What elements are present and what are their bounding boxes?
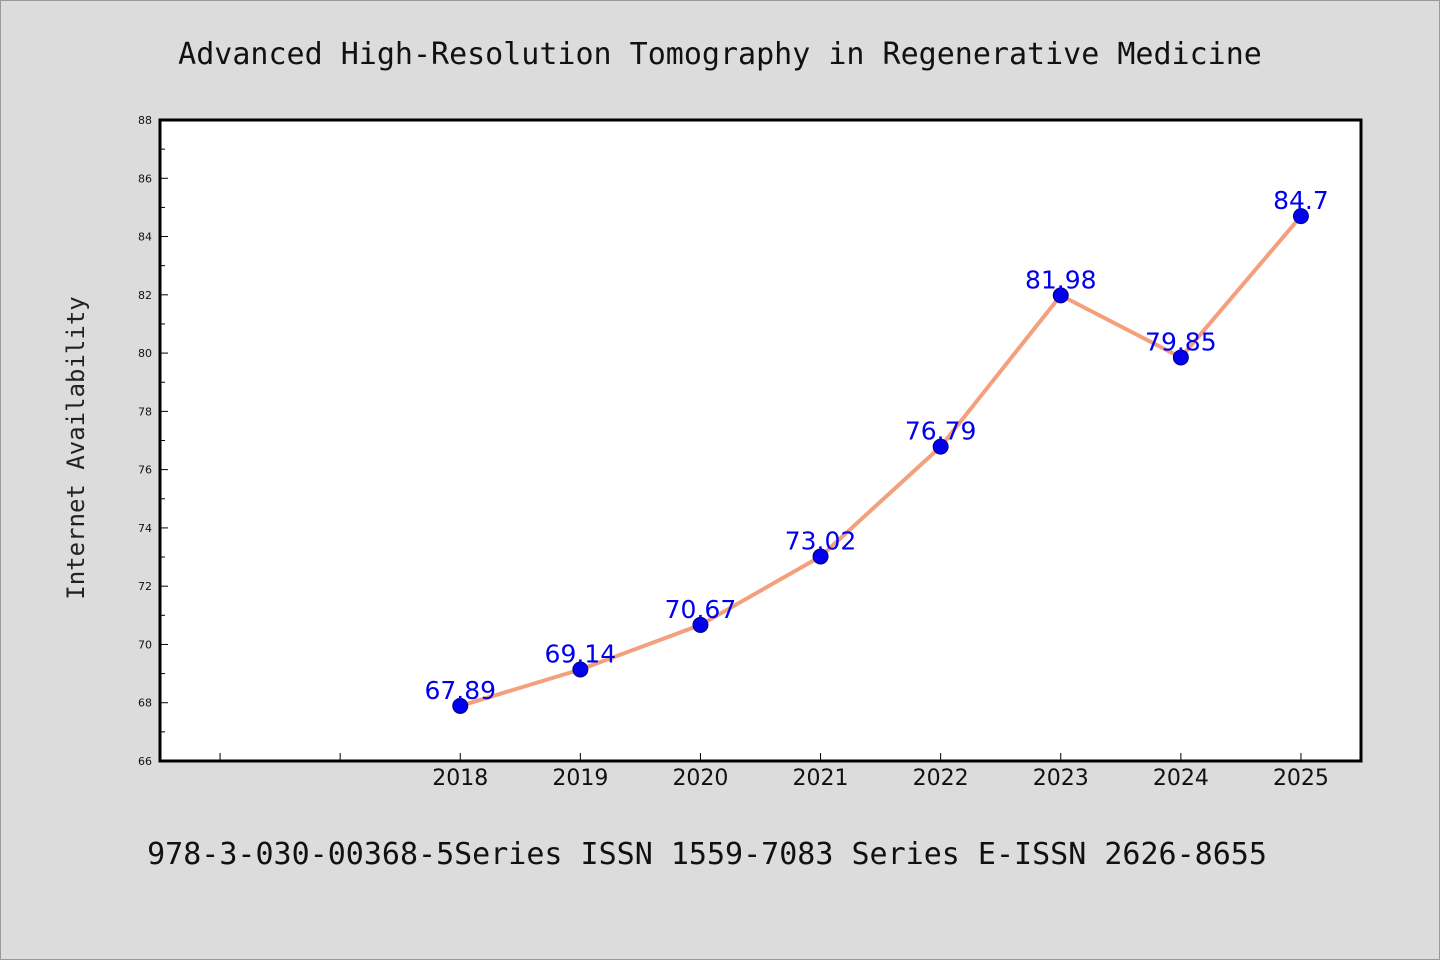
x-tick-label: 2024	[1153, 766, 1209, 791]
x-tick-label: 2022	[913, 766, 969, 791]
data-label: 73.02	[785, 526, 857, 555]
data-point-marker	[1172, 349, 1189, 366]
y-tick-label: 70	[138, 638, 152, 651]
data-label: 84.7	[1273, 186, 1329, 215]
y-axis-label: Internet Availability	[62, 296, 90, 599]
plot-border	[158, 118, 1363, 763]
x-tick-label: 2023	[1033, 766, 1089, 791]
data-point-marker	[812, 548, 829, 565]
data-label: 81.98	[1025, 265, 1097, 294]
series-group: 67.89 69.14 70.67 73.02 76.79 81.98 79.85 84.7	[424, 186, 1329, 714]
y-tick-label: 76	[138, 464, 152, 477]
y-tick-label: 78	[138, 405, 152, 418]
data-point-marker	[452, 697, 469, 714]
x-tick-label: 2025	[1273, 766, 1329, 791]
y-tick-label: 88	[138, 114, 152, 127]
y-tick-label: 80	[138, 347, 152, 360]
data-label: 67.89	[424, 676, 496, 705]
footer-isbn-text: 978-3-030-00368-5Series ISSN 1559-7083 S…	[147, 837, 1267, 872]
y-tick-label: 66	[138, 755, 152, 768]
data-point-marker	[692, 616, 709, 633]
y-tick-label: 84	[138, 231, 152, 244]
x-axis-ticks: 2018 2019 2020 2021 2022 2023 2024 2025	[219, 753, 1329, 791]
chart-title: Advanced High-Resolution Tomography in R…	[178, 37, 1262, 72]
x-tick-label: 2018	[432, 766, 488, 791]
data-point-marker	[1292, 208, 1309, 225]
data-point-marker	[1052, 287, 1069, 304]
x-tick-label: 2020	[672, 766, 728, 791]
data-label: 70.67	[665, 595, 737, 624]
data-label: 79.85	[1145, 327, 1217, 356]
data-point-marker	[572, 661, 589, 678]
y-tick-label: 86	[138, 172, 152, 185]
y-tick-label: 68	[138, 697, 152, 710]
plot-area	[160, 120, 1361, 761]
y-tick-label: 82	[138, 289, 152, 302]
y-tick-label: 74	[138, 522, 152, 535]
data-label: 69.14	[545, 640, 617, 669]
data-point-marker	[932, 438, 949, 455]
data-label: 76.79	[905, 417, 977, 446]
y-tick-label: 72	[138, 580, 152, 593]
x-tick-label: 2021	[793, 766, 849, 791]
x-tick-label: 2019	[552, 766, 608, 791]
series-line	[458, 214, 1303, 708]
